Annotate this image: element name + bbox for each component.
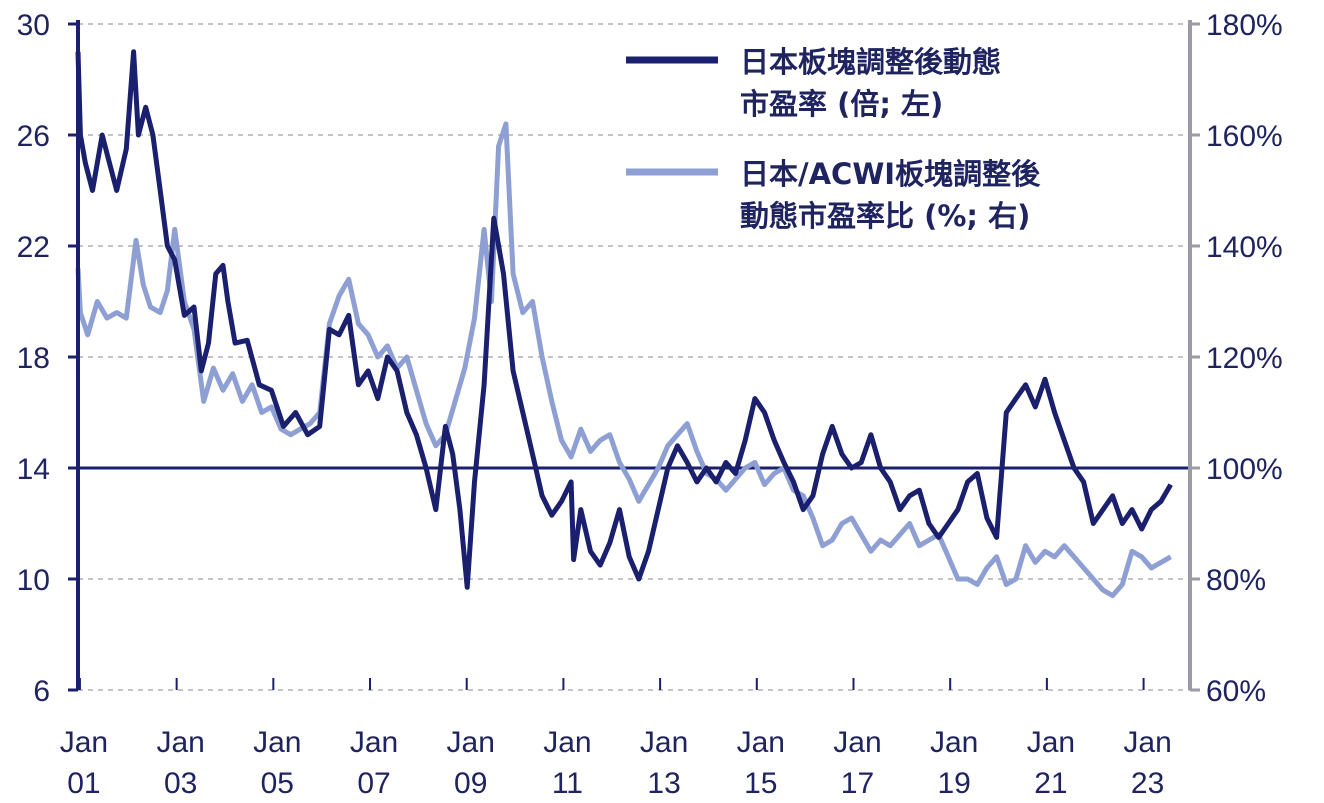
legend-label-relative-pe-line1: 日本/ACWI板塊調整後 [740,157,1041,191]
left-tick-label-22: 22 [17,231,50,264]
x-tick-label-2017-year: 17 [841,767,874,800]
right-tick-label-100: 100% [1206,453,1283,486]
legend-label-relative-pe-line2: 動態市盈率比 (%; 右) [740,199,1030,233]
right-tick-label-140: 140% [1206,231,1283,264]
left-tick-label-30: 30 [17,9,50,42]
left-tick-label-14: 14 [17,453,50,486]
right-tick-label-60: 60% [1206,675,1266,708]
legend-label-japan-pe-line2: 市盈率 (倍; 左) [740,87,943,121]
legend-label-japan-pe-line1: 日本板塊調整後動態 [740,45,1001,79]
right-tick-label-160: 160% [1206,120,1283,153]
x-tick-label-2011-year: 11 [552,767,583,800]
x-tick-label-2023-month: Jan [1123,726,1171,759]
x-tick-label-2007-year: 07 [357,767,390,800]
x-tick-label-2013-month: Jan [640,726,688,759]
x-tick-label-2005-year: 05 [261,767,294,800]
x-tick-label-2015-month: Jan [737,726,785,759]
left-tick-label-18: 18 [17,342,50,375]
x-tick-label-2015-year: 15 [744,767,777,800]
right-tick-label-180: 180% [1206,9,1283,42]
x-tick-label-2017-month: Jan [833,726,881,759]
x-tick-label-2003-month: Jan [156,726,204,759]
x-tick-label-2001-month: Jan [60,726,108,759]
x-tick-label-2021-month: Jan [1027,726,1075,759]
x-tick-label-2009-year: 09 [454,767,487,800]
x-tick-label-2001-year: 01 [67,767,100,800]
x-tick-label-2013-year: 13 [647,767,680,800]
left-tick-label-10: 10 [17,564,50,597]
left-tick-label-26: 26 [17,120,50,153]
x-tick-label-2011-month: Jan [543,726,591,759]
x-tick-label-2023-year: 23 [1131,767,1164,800]
left-tick-label-6: 6 [33,675,50,708]
x-tick-label-2003-year: 03 [164,767,197,800]
right-axis-ticks: 60% 80% 100% 120% 140% 160% 180% [1190,9,1283,708]
series-line-relative-pe [75,121,1172,599]
legend: 日本板塊調整後動態 市盈率 (倍; 左) 日本/ACWI板塊調整後 動態市盈率比… [626,45,1041,233]
x-tick-label-2019-month: Jan [930,726,978,759]
x-axis-ticks: Jan 01 Jan 03 Jan 05 Jan 07 Jan 09 Jan 11 Jan 13 Jan 15… [60,678,1172,800]
right-tick-label-80: 80% [1206,564,1266,597]
x-tick-label-2005-month: Jan [253,726,301,759]
x-tick-label-2019-year: 19 [938,767,971,800]
right-tick-label-120: 120% [1206,342,1283,375]
x-tick-label-2007-month: Jan [350,726,398,759]
series-line-japan-pe [75,49,1173,590]
left-axis-ticks: 6 10 14 18 22 26 30 [17,9,78,708]
grid-lines [78,23,1190,691]
x-tick-label-2021-year: 21 [1034,767,1067,800]
x-tick-label-2009-month: Jan [447,726,495,759]
